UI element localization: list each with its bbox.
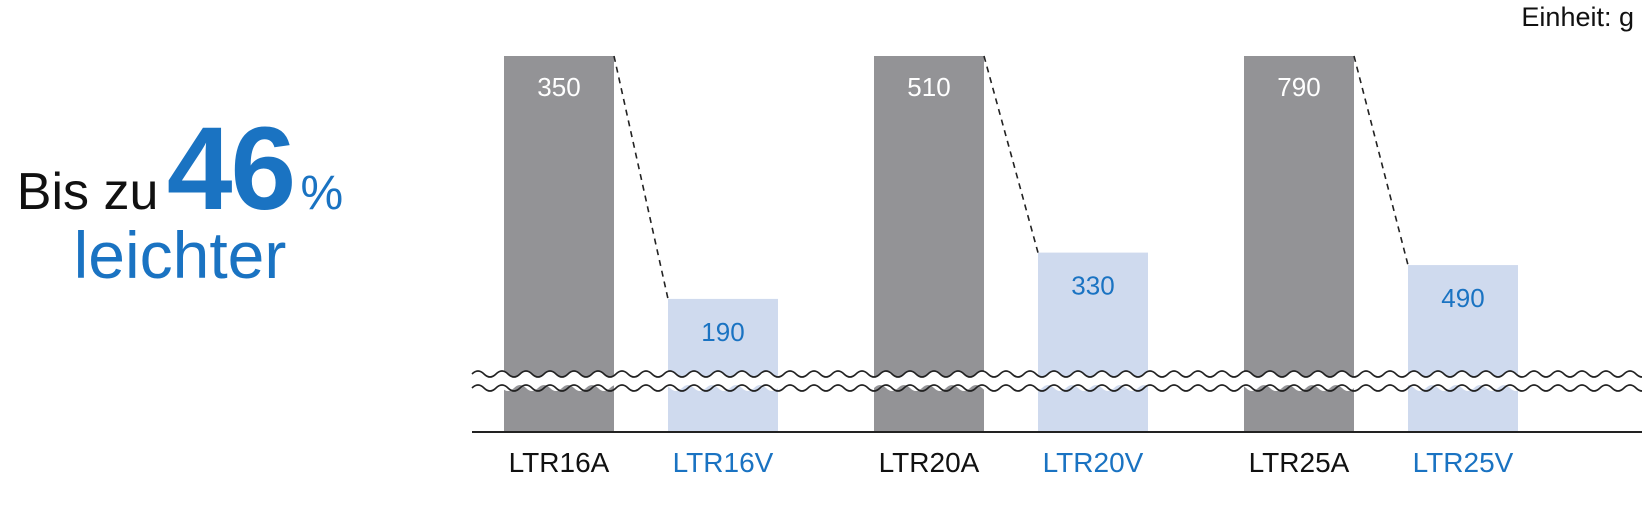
axis-break-line-bottom	[471, 384, 1642, 392]
bar-ltr16v	[668, 298, 778, 432]
headline: Bis zu 46 % leichter	[0, 110, 360, 288]
category-label-ltr25a: LTR25A	[1249, 447, 1350, 478]
value-label-ltr16v: 190	[701, 317, 744, 347]
bar-ltr20v	[1038, 252, 1148, 432]
headline-prefix: Bis zu	[16, 163, 159, 221]
headline-number: 46	[166, 103, 296, 235]
axis-break-band	[466, 371, 1642, 391]
axis-break-line-top	[471, 370, 1642, 378]
bar-ltr16a	[504, 56, 614, 432]
category-label-ltr16v: LTR16V	[673, 447, 774, 478]
reduction-connector	[1353, 55, 1409, 266]
value-label-ltr20v: 330	[1071, 271, 1114, 301]
headline-line1: Bis zu 46 %	[0, 110, 360, 228]
value-label-ltr25v: 490	[1441, 283, 1484, 313]
value-label-ltr25a: 790	[1277, 72, 1320, 102]
category-label-ltr16a: LTR16A	[509, 447, 610, 478]
category-label-ltr20a: LTR20A	[879, 447, 980, 478]
value-label-ltr20a: 510	[907, 72, 950, 102]
reduction-connector	[613, 55, 669, 300]
category-label-ltr20v: LTR20V	[1043, 447, 1144, 478]
headline-line2: leichter	[73, 218, 287, 292]
bar-ltr20a	[874, 56, 984, 432]
value-label-ltr16a: 350	[537, 72, 580, 102]
bar-ltr25a	[1244, 56, 1354, 432]
category-label-ltr25v: LTR25V	[1413, 447, 1514, 478]
reduction-connector	[983, 55, 1039, 253]
headline-percent: %	[300, 167, 344, 220]
unit-label: Einheit: g	[1521, 2, 1634, 32]
bar-ltr25v	[1408, 265, 1518, 432]
